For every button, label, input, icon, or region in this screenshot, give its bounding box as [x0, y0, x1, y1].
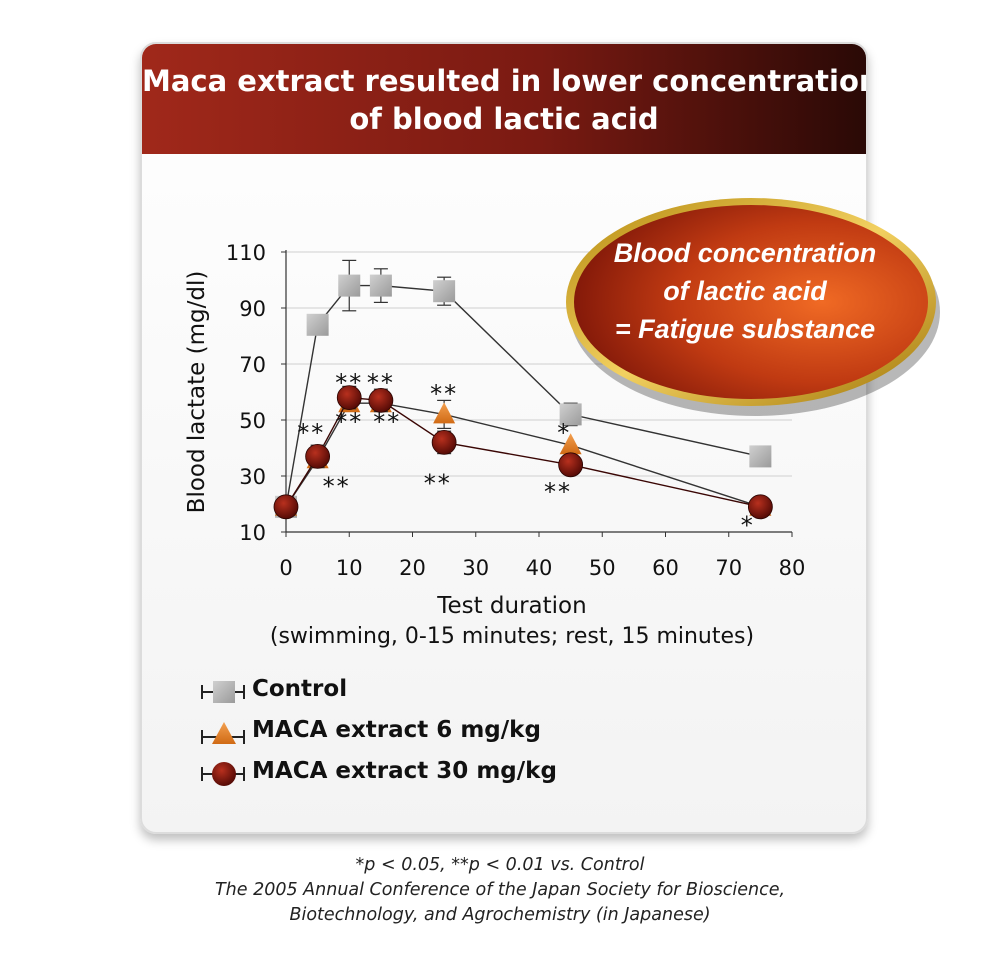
significance-marker: **: [430, 380, 458, 408]
significance-marker: **: [297, 419, 325, 447]
y-tick-label: 30: [239, 465, 266, 489]
data-point-circle: [558, 452, 584, 478]
data-point-square: [306, 313, 329, 336]
chart-title-line2: of blood lactic acid: [349, 102, 659, 136]
x-tick-label: 80: [779, 556, 806, 580]
series-layer: [273, 259, 773, 520]
footnote: *p < 0.05, **p < 0.01 vs. Control The 20…: [0, 853, 1000, 928]
x-tick-label: 70: [715, 556, 742, 580]
significance-marker: *: [557, 419, 571, 447]
x-tick-label: 50: [589, 556, 616, 580]
circle-marker-icon: [201, 762, 245, 786]
footnote-significance: *p < 0.05, **p < 0.01 vs. Control: [355, 855, 645, 875]
legend-item-control: Control: [200, 672, 620, 713]
data-point-triangle: [559, 433, 582, 455]
data-point-square: [338, 274, 361, 297]
legend-label-maca-6: MACA extract 6 mg/kg: [252, 717, 541, 743]
chart-card: Maca extract resulted in lower concentra…: [140, 42, 868, 834]
axis-layer: 10 30 50 70 90 110 0 10 20 30 40 50 60 70 80 Blood lact…: [184, 241, 805, 649]
x-tick-label: 10: [336, 556, 363, 580]
significance-marker: *: [741, 512, 755, 540]
significance-marker: **: [424, 470, 452, 498]
legend-label-maca-30: MACA extract 30 mg/kg: [252, 758, 557, 784]
significance-marker: **: [335, 408, 363, 436]
callout-line1: Blood concentration: [614, 238, 877, 268]
series-square: [275, 259, 772, 518]
data-point-circle: [747, 494, 773, 520]
data-point-circle: [273, 494, 299, 520]
data-point-circle: [336, 385, 362, 411]
data-point-circle: [305, 443, 331, 469]
title-banner: Maca extract resulted in lower concentra…: [142, 44, 866, 154]
data-point-triangle: [433, 402, 456, 424]
x-tick-label: 60: [652, 556, 679, 580]
triangle-marker-icon: [201, 722, 245, 744]
chart-title-line1: Maca extract resulted in lower concentra…: [142, 64, 868, 98]
significance-marker: **: [373, 408, 401, 436]
x-tick-label: 0: [279, 556, 292, 580]
data-point-circle: [431, 429, 457, 455]
data-point-square: [433, 280, 456, 303]
data-point-circle: [368, 387, 394, 413]
y-tick-label: 90: [239, 297, 266, 321]
x-tick-label: 40: [526, 556, 553, 580]
y-axis-label: Blood lactate (mg/dl): [184, 271, 210, 514]
significance-marker: **: [367, 369, 395, 397]
x-axis-label: Test duration: [436, 593, 586, 619]
data-point-square: [559, 403, 582, 426]
series-circle: [273, 385, 773, 520]
legend-item-maca-30: MACA extract 30 mg/kg: [200, 754, 620, 795]
legend: Control MACA extract 6 mg/kg MACA extrac…: [200, 672, 620, 795]
callout-oval: Blood concentration of lactic acid = Fat…: [566, 198, 940, 416]
y-tick-label: 70: [239, 353, 266, 377]
x-axis-sublabel: (swimming, 0-15 minutes; rest, 15 minute…: [270, 624, 754, 649]
y-tick-label: 50: [239, 409, 266, 433]
data-point-square: [749, 445, 772, 468]
data-point-square: [369, 274, 392, 297]
y-tick-label: 110: [226, 241, 266, 265]
x-tick-label: 30: [462, 556, 489, 580]
legend-item-maca-6: MACA extract 6 mg/kg: [200, 713, 620, 754]
legend-label-control: Control: [252, 676, 348, 702]
significance-marker: **: [323, 472, 351, 500]
footnote-source-line1: The 2005 Annual Conference of the Japan …: [214, 880, 786, 900]
callout-line2: of lactic acid: [663, 276, 827, 306]
significance-marker: **: [335, 369, 363, 397]
square-marker-icon: [201, 681, 245, 703]
y-tick-label: 10: [239, 521, 266, 545]
annotation-layer: ** ** **** ** ** *** ** ***: [297, 369, 755, 540]
footnote-source-line2: Biotechnology, and Agrochemistry (in Jap…: [289, 905, 711, 925]
callout-line3: = Fatigue substance: [615, 314, 875, 344]
significance-marker: **: [544, 478, 572, 506]
x-tick-label: 20: [399, 556, 426, 580]
